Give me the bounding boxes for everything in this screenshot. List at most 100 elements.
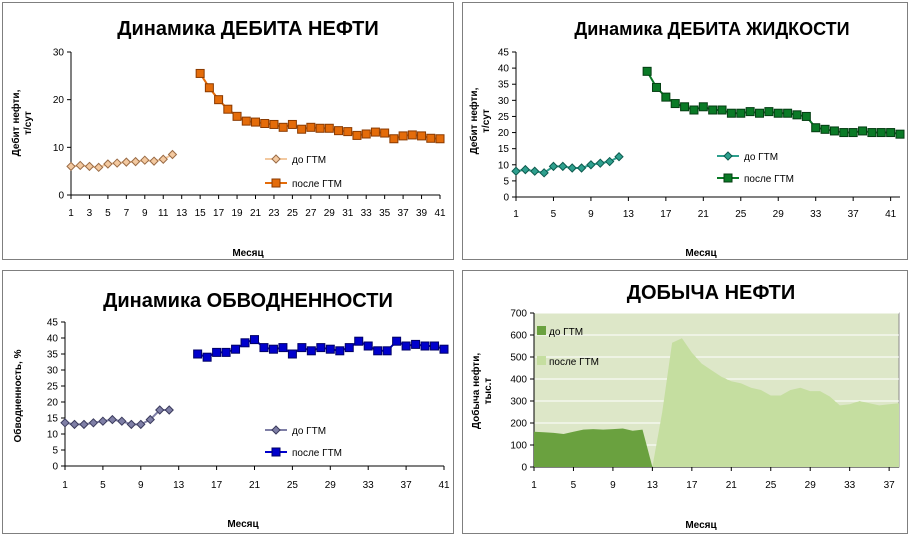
- data-point: [867, 128, 877, 138]
- data-point: [167, 149, 178, 160]
- y-tick-label: 20: [53, 95, 65, 106]
- x-tick-label: 17: [686, 480, 698, 491]
- data-point: [344, 343, 354, 353]
- y-tick-label: 5: [52, 446, 58, 457]
- x-tick-label: 29: [324, 208, 336, 219]
- y-tick-label: 0: [521, 463, 527, 474]
- series-line-1: [646, 70, 901, 136]
- data-point: [745, 107, 755, 117]
- y-tick-label: 5: [503, 176, 509, 187]
- x-tick-label: 15: [195, 208, 207, 219]
- y-axis-label: т/сут: [481, 109, 492, 133]
- x-tick-label: 41: [438, 480, 450, 491]
- x-tick-label: 3: [87, 208, 93, 219]
- y-tick-label: 35: [47, 350, 59, 361]
- data-point: [98, 416, 108, 426]
- y-tick-label: 40: [47, 334, 59, 345]
- data-point: [130, 156, 141, 167]
- chart-title: ДОБЫЧА НЕФТИ: [627, 282, 796, 304]
- x-tick-label: 5: [100, 480, 106, 491]
- y-axis-label: Обводненность, %: [12, 349, 24, 442]
- x-tick-label: 19: [231, 208, 243, 219]
- legend-marker: [271, 447, 281, 457]
- data-point: [539, 168, 549, 178]
- y-tick-label: 30: [53, 48, 65, 59]
- data-point: [324, 123, 334, 133]
- data-point: [140, 155, 150, 165]
- data-point: [149, 156, 159, 166]
- data-point: [389, 134, 399, 144]
- y-tick-label: 15: [47, 414, 59, 425]
- y-axis-label: Дебит нефти,: [468, 87, 480, 154]
- data-point: [241, 116, 251, 126]
- x-tick-label: 31: [342, 208, 354, 219]
- data-point: [315, 123, 325, 133]
- y-tick-label: 0: [58, 191, 64, 202]
- data-point: [232, 111, 242, 121]
- chart-title: Динамика ДЕБИТА НЕФТИ: [117, 18, 379, 40]
- data-point: [548, 161, 559, 172]
- data-point: [306, 122, 316, 132]
- series-line-0: [64, 409, 170, 426]
- x-tick-label: 21: [698, 209, 710, 220]
- x-tick-label: 17: [211, 480, 223, 491]
- y-tick-label: 10: [47, 430, 59, 441]
- x-tick-label: 25: [735, 209, 747, 220]
- data-point: [558, 161, 568, 172]
- data-point: [530, 166, 540, 176]
- data-point: [88, 418, 99, 428]
- data-point: [155, 405, 165, 415]
- data-point: [334, 126, 344, 136]
- data-point: [511, 166, 521, 176]
- data-point: [79, 419, 89, 430]
- data-point: [661, 92, 671, 102]
- y-tick-label: 200: [510, 419, 527, 430]
- data-point: [401, 341, 411, 351]
- y-tick-label: 20: [498, 128, 510, 139]
- legend-swatch: [537, 356, 546, 365]
- y-axis-label: Добыча нефти,: [470, 353, 482, 429]
- data-point: [698, 102, 708, 112]
- data-point: [223, 104, 233, 114]
- data-point: [586, 160, 596, 170]
- x-tick-label: 13: [176, 208, 188, 219]
- data-point: [260, 119, 270, 128]
- data-point: [287, 119, 297, 129]
- legend-marker: [271, 154, 281, 164]
- y-tick-label: 500: [510, 353, 527, 364]
- legend-marker: [723, 151, 733, 161]
- x-tick-label: 5: [551, 209, 557, 220]
- data-point: [411, 339, 421, 349]
- data-point: [75, 160, 85, 171]
- data-point: [69, 419, 80, 430]
- data-point: [251, 117, 260, 127]
- data-point: [269, 119, 279, 129]
- y-tick-label: 40: [498, 64, 510, 75]
- data-point: [363, 341, 373, 351]
- x-axis-label: Месяц: [685, 248, 717, 259]
- x-tick-label: 21: [249, 480, 261, 491]
- data-point: [240, 338, 250, 348]
- y-tick-label: 700: [510, 309, 527, 320]
- data-point: [287, 349, 297, 359]
- data-point: [764, 107, 774, 117]
- data-point: [354, 336, 364, 346]
- x-tick-label: 7: [124, 208, 130, 219]
- data-point: [689, 105, 699, 115]
- x-tick-label: 5: [105, 208, 111, 219]
- x-tick-label: 23: [268, 208, 280, 219]
- x-tick-label: 33: [844, 480, 856, 491]
- data-point: [158, 154, 168, 164]
- y-tick-label: 300: [510, 397, 527, 408]
- x-tick-label: 41: [885, 209, 897, 220]
- y-tick-label: 10: [498, 160, 510, 171]
- data-point: [435, 134, 445, 144]
- x-tick-label: 11: [158, 208, 169, 219]
- data-point: [316, 343, 326, 353]
- data-point: [439, 344, 449, 354]
- legend-label: после ГТМ: [744, 174, 794, 185]
- y-tick-label: 30: [47, 366, 59, 377]
- data-point: [195, 68, 205, 78]
- x-tick-label: 39: [416, 208, 428, 219]
- data-point: [164, 405, 174, 415]
